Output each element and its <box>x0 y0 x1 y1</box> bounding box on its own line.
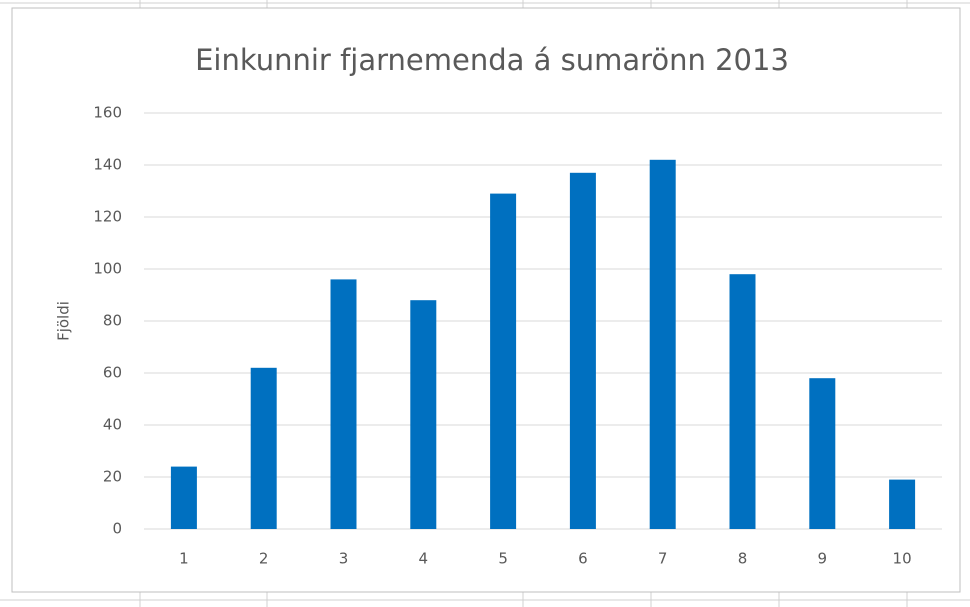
bar <box>569 172 596 530</box>
x-tick-label: 5 <box>498 550 508 568</box>
x-tick-label: 4 <box>419 550 429 568</box>
x-tick-label: 7 <box>658 550 668 568</box>
bar <box>729 274 756 529</box>
y-tick-label: 20 <box>103 468 122 486</box>
y-axis-label: Fjöldi <box>55 301 73 341</box>
y-tick-label: 60 <box>103 364 122 382</box>
bar <box>649 159 676 530</box>
bar <box>330 279 357 529</box>
x-tick-label: 8 <box>738 550 748 568</box>
y-tick-label: 0 <box>112 520 122 538</box>
bar <box>889 479 916 529</box>
x-tick-label: 1 <box>179 550 189 568</box>
x-tick-label: 6 <box>578 550 588 568</box>
chart-title: Einkunnir fjarnemenda á sumarönn 2013 <box>195 43 789 77</box>
x-tick-label: 2 <box>259 550 269 568</box>
bar <box>250 367 277 529</box>
x-tick-label: 9 <box>818 550 828 568</box>
bar <box>809 378 836 529</box>
y-tick-label: 160 <box>93 104 122 122</box>
bar <box>170 466 197 529</box>
y-tick-label: 100 <box>93 260 122 278</box>
y-tick-label: 140 <box>93 156 122 174</box>
bar <box>410 300 437 529</box>
chart-border <box>11 7 961 593</box>
y-tick-label: 40 <box>103 416 122 434</box>
bar <box>490 193 517 529</box>
y-tick-label: 120 <box>93 208 122 226</box>
y-tick-label: 80 <box>103 312 122 330</box>
x-tick-label: 3 <box>339 550 349 568</box>
x-tick-label: 10 <box>893 550 912 568</box>
